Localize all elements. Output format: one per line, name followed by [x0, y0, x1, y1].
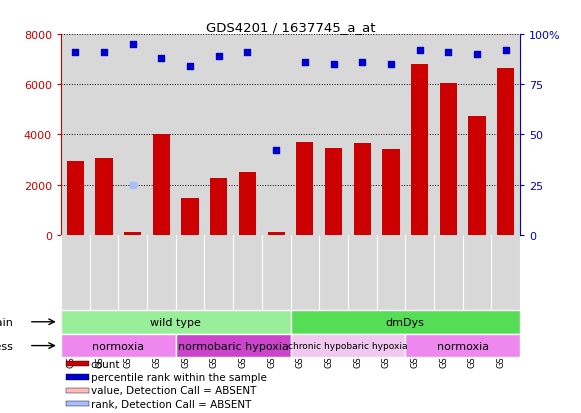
Point	[386, 62, 396, 69]
Point	[128, 42, 137, 48]
Bar	[468, 116, 486, 235]
Point	[185, 64, 195, 70]
Bar	[210, 179, 227, 235]
Bar	[61, 310, 290, 334]
Point	[99, 50, 109, 57]
Point	[357, 60, 367, 66]
Text: normoxia: normoxia	[436, 341, 489, 351]
Bar	[406, 334, 520, 358]
Bar	[175, 334, 290, 358]
Point	[329, 62, 338, 69]
Bar	[66, 401, 88, 406]
Point	[157, 56, 166, 62]
Text: dmDys: dmDys	[386, 317, 425, 327]
Bar	[66, 361, 88, 366]
Bar	[382, 150, 400, 235]
Bar	[497, 69, 514, 235]
Text: value, Detection Call = ABSENT: value, Detection Call = ABSENT	[91, 385, 256, 395]
Bar	[411, 65, 428, 235]
Text: chronic hypobaric hypoxia: chronic hypobaric hypoxia	[288, 341, 408, 350]
Point	[128, 182, 137, 188]
Bar	[440, 84, 457, 235]
Point	[243, 50, 252, 57]
Bar	[95, 159, 113, 235]
Text: normobaric hypoxia: normobaric hypoxia	[178, 341, 289, 351]
Text: stress: stress	[0, 341, 13, 351]
Bar	[296, 142, 314, 235]
Point	[300, 60, 310, 66]
Bar	[61, 334, 175, 358]
Text: count: count	[91, 359, 120, 369]
Bar	[354, 144, 371, 235]
Point	[501, 48, 510, 55]
Point	[472, 52, 482, 58]
Title: GDS4201 / 1637745_a_at: GDS4201 / 1637745_a_at	[206, 21, 375, 34]
Bar	[290, 310, 520, 334]
Text: strain: strain	[0, 317, 13, 327]
Point	[71, 50, 80, 57]
Text: wild type: wild type	[150, 317, 201, 327]
Bar	[124, 233, 141, 235]
Bar	[267, 233, 285, 235]
Bar	[290, 334, 406, 358]
Point	[214, 54, 224, 60]
Bar	[66, 375, 88, 380]
Bar	[66, 388, 88, 393]
Point	[271, 148, 281, 154]
Bar	[153, 135, 170, 235]
Text: rank, Detection Call = ABSENT: rank, Detection Call = ABSENT	[91, 399, 251, 409]
Bar	[239, 173, 256, 235]
Point	[415, 48, 424, 55]
Bar	[67, 161, 84, 235]
Bar	[181, 199, 199, 235]
Text: percentile rank within the sample: percentile rank within the sample	[91, 372, 267, 382]
Bar	[325, 149, 342, 235]
Text: normoxia: normoxia	[92, 341, 145, 351]
Point	[444, 50, 453, 57]
